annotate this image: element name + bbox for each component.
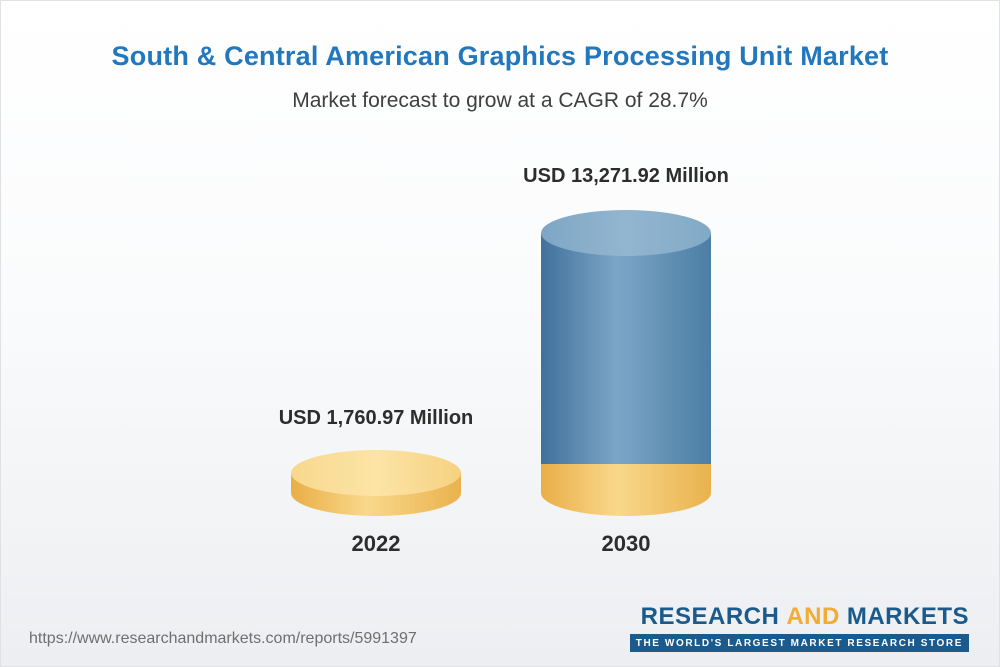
axis-label-2022: 2022 xyxy=(351,531,401,556)
bar-chart: USD 13,271.92 Million USD 1,760.97 Milli… xyxy=(1,141,999,571)
cylinder-bars-graphic xyxy=(291,210,711,516)
logo-word-research: RESEARCH xyxy=(640,603,780,630)
logo-wordmark: RESEARCH AND MARKETS xyxy=(630,603,969,631)
research-and-markets-logo[interactable]: RESEARCH AND MARKETS THE WORLD'S LARGEST M… xyxy=(629,603,969,652)
axis-label-2030: 2030 xyxy=(601,531,651,556)
chart-title: South & Central American Graphics Proces… xyxy=(111,41,889,71)
bar-2022-cylinder xyxy=(291,450,461,516)
logo-word-and: AND xyxy=(786,603,840,630)
logo-tagline: THE WORLD'S LARGEST MARKET RESEARCH STOR… xyxy=(629,634,969,652)
chart-subtitle: Market forecast to grow at a CAGR of 28.… xyxy=(292,89,708,112)
bar-2030-cylinder xyxy=(541,210,711,516)
value-label-2030: USD 13,271.92 Million xyxy=(523,165,729,187)
logo-word-markets: MARKETS xyxy=(846,603,969,630)
value-label-2022: USD 1,760.97 Million xyxy=(278,407,474,429)
report-url-link[interactable]: https://www.researchandmarkets.com/repor… xyxy=(29,630,417,647)
